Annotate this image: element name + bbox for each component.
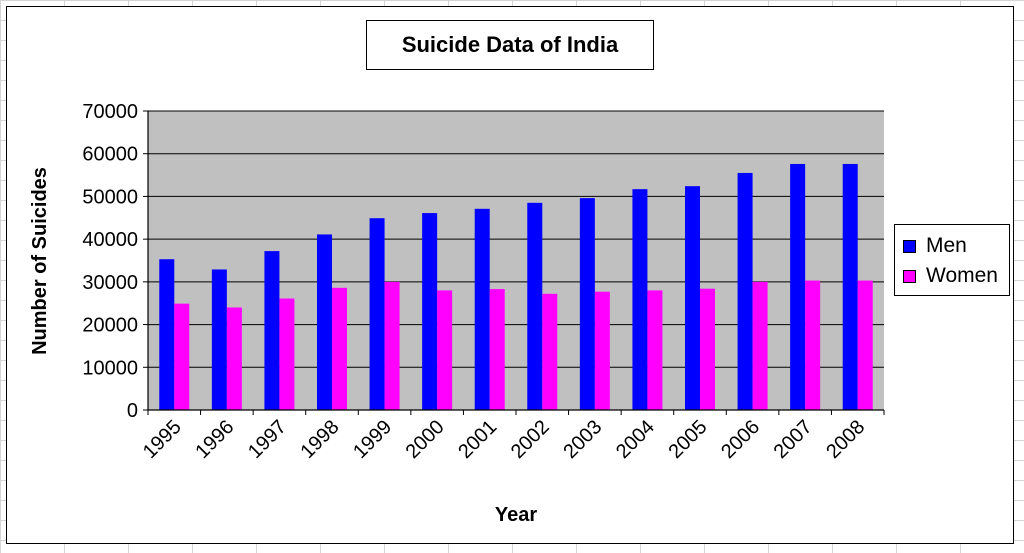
bar-men-2001[interactable]: [474, 208, 490, 410]
y-tick-label: 10000: [82, 357, 138, 379]
bar-men-2004[interactable]: [632, 189, 648, 410]
bar-men-2008[interactable]: [842, 163, 858, 410]
y-tick-label: 30000: [82, 272, 138, 294]
x-tick-label: 2003: [559, 416, 606, 463]
y-tick-label: 70000: [82, 101, 138, 123]
bar-men-1995[interactable]: [159, 259, 175, 410]
x-tick-label: 1995: [139, 416, 186, 463]
bar-women-2001[interactable]: [489, 289, 505, 410]
bar-women-2000[interactable]: [437, 290, 453, 410]
legend-swatch-men: [903, 239, 916, 253]
x-tick-label: 1996: [191, 416, 238, 463]
legend-item-men: Men: [903, 231, 1009, 261]
legend-item-women: Women: [903, 261, 1009, 291]
x-tick-label: 2005: [665, 416, 712, 463]
bar-women-2006[interactable]: [752, 281, 768, 410]
y-tick-label: 0: [127, 400, 138, 422]
bar-men-1999[interactable]: [369, 218, 385, 410]
bar-men-1997[interactable]: [264, 251, 280, 410]
x-axis-title: Year: [495, 504, 537, 526]
bar-men-1996[interactable]: [211, 269, 227, 410]
y-tick-label: 20000: [82, 315, 138, 337]
bar-women-1997[interactable]: [279, 298, 295, 410]
bar-men-2006[interactable]: [737, 172, 753, 410]
plot-area[interactable]: [148, 111, 884, 410]
bars: [159, 163, 873, 410]
x-tick-label: 2004: [612, 416, 659, 463]
x-tick-labels: 1995 1996 1997 1998 1999 2000 2001 2002 2003 2004…: [139, 416, 869, 463]
y-tick-label: 40000: [82, 229, 138, 251]
x-tick-label: 2008: [822, 416, 869, 463]
x-tick-label: 2001: [454, 416, 501, 463]
bar-men-2007[interactable]: [790, 163, 806, 410]
x-tick-label: 2000: [402, 416, 449, 463]
bar-men-2002[interactable]: [527, 202, 543, 410]
y-axis-title: Number of Suicides: [29, 167, 51, 355]
bar-men-2000[interactable]: [422, 213, 438, 410]
bar-women-2004[interactable]: [647, 290, 663, 410]
bar-women-1996[interactable]: [226, 307, 242, 410]
bar-women-1995[interactable]: [174, 303, 190, 410]
chart-title[interactable]: Suicide Data of India: [366, 20, 654, 70]
bar-women-1998[interactable]: [332, 287, 347, 410]
bar-women-2002[interactable]: [542, 293, 558, 410]
y-tick-label: 60000: [82, 144, 138, 166]
x-tick-label: 2002: [507, 416, 554, 463]
x-tick-label: 2007: [770, 416, 817, 463]
axes: [143, 110, 885, 415]
x-tick-label: 1999: [349, 416, 396, 463]
bar-women-2007[interactable]: [805, 280, 821, 410]
bar-women-1999[interactable]: [384, 281, 400, 410]
bar-men-2005[interactable]: [685, 186, 700, 410]
x-tick-label: 1997: [244, 416, 291, 463]
x-tick-label: 2006: [717, 416, 764, 463]
bar-women-2008[interactable]: [857, 280, 873, 410]
bar-men-1998[interactable]: [317, 234, 332, 410]
legend-swatch-women: [903, 269, 916, 283]
y-tick-labels: 0 10000 20000 30000 40000 50000 60000 70000: [82, 101, 138, 422]
legend-label-men: Men: [926, 234, 967, 257]
bar-women-2003[interactable]: [594, 291, 610, 410]
legend-label-women: Women: [926, 264, 998, 287]
bar-men-2003[interactable]: [579, 198, 595, 410]
x-tick-label: 1998: [297, 416, 344, 463]
bar-women-2005[interactable]: [700, 288, 715, 410]
legend[interactable]: Men Women: [894, 224, 1010, 296]
y-tick-label: 50000: [82, 186, 138, 208]
